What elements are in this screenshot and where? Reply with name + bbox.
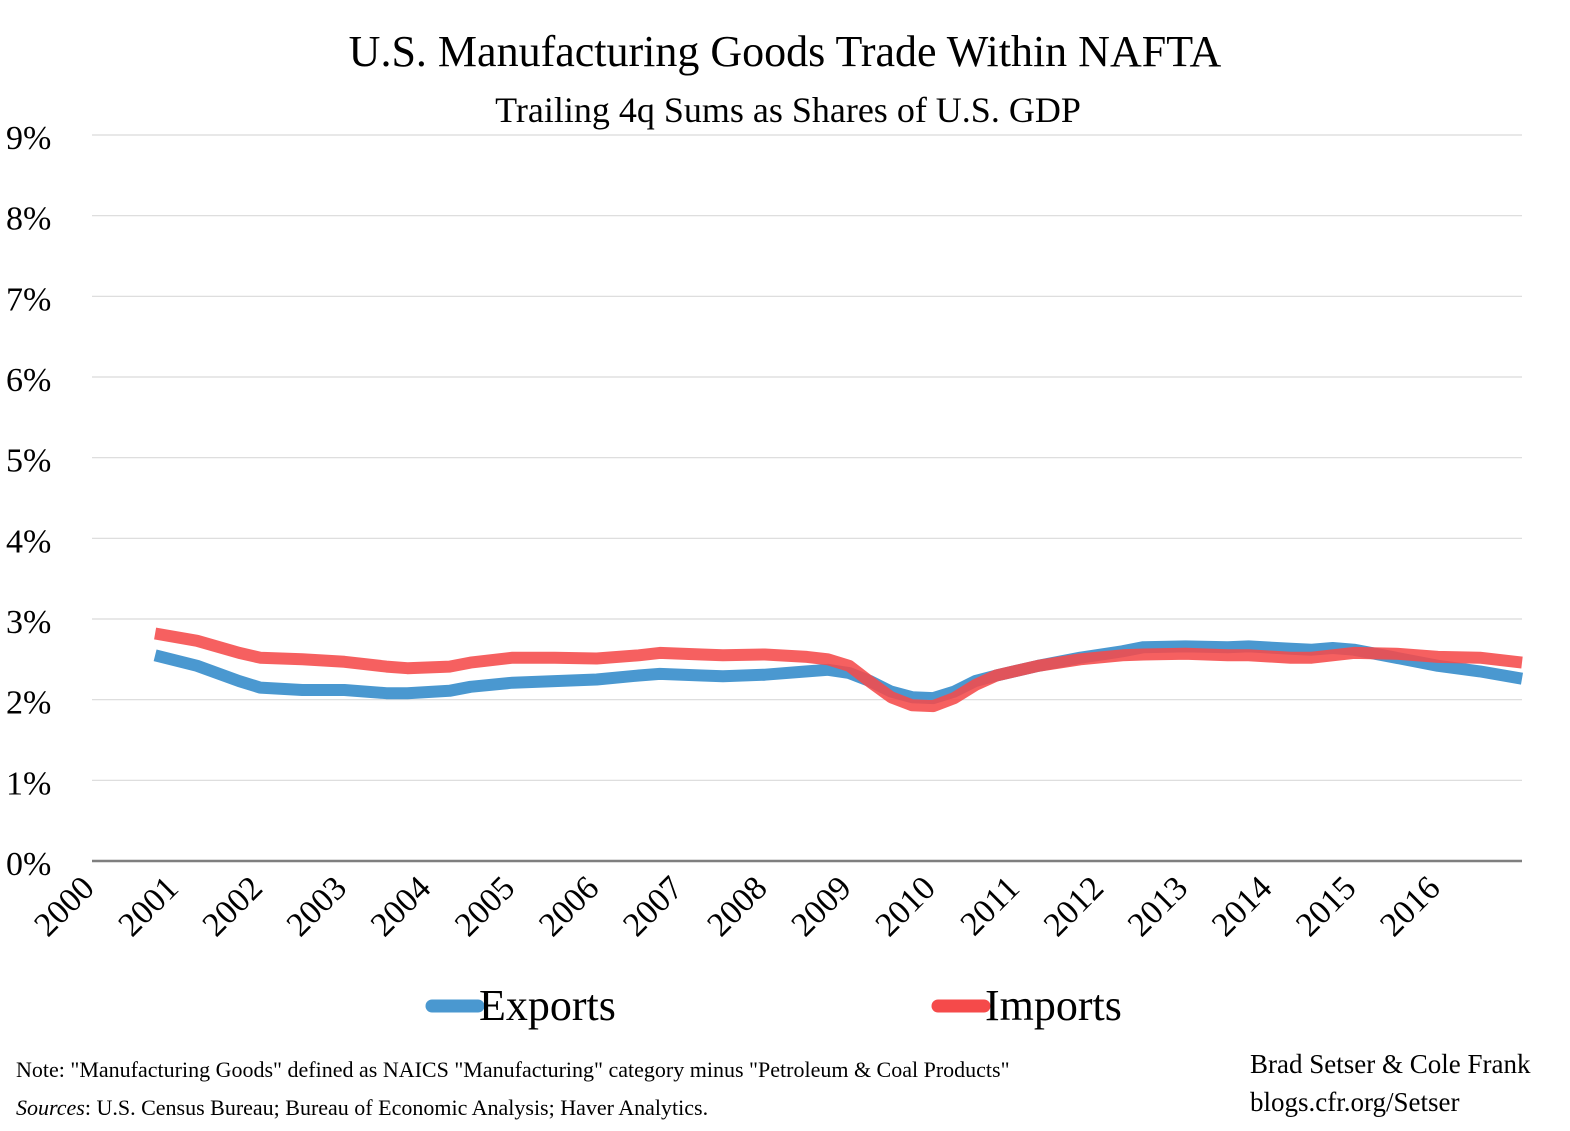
legend-label-imports: Imports — [985, 981, 1122, 1030]
y-tick-label: 4% — [6, 523, 51, 560]
x-tick-label: 2013 — [1121, 869, 1195, 943]
sources-label: Sources — [16, 1095, 85, 1120]
x-tick-label: 2010 — [869, 869, 943, 943]
x-tick-label: 2002 — [196, 869, 270, 943]
x-tick-label: 2001 — [112, 869, 186, 943]
y-tick-label: 8% — [6, 201, 51, 238]
y-tick-label: 6% — [6, 362, 51, 399]
x-tick-label: 2003 — [280, 869, 354, 943]
footnote: Note: "Manufacturing Goods" defined as N… — [16, 1057, 1010, 1082]
y-tick-label: 0% — [6, 846, 51, 883]
y-tick-label: 7% — [6, 281, 51, 318]
y-tick-label: 5% — [6, 443, 51, 480]
x-tick-label: 2007 — [616, 869, 690, 943]
x-axis-ticks: 2000 2001 2002 2003 2004 2005 2006 2007 2008 2009… — [27, 869, 1447, 943]
y-tick-label: 1% — [6, 765, 51, 802]
x-tick-label: 2014 — [1205, 869, 1279, 943]
x-tick-label: 2005 — [448, 869, 522, 943]
x-tick-label: 2009 — [784, 869, 858, 943]
credit-authors: Brad Setser & Cole Frank — [1250, 1049, 1531, 1079]
x-tick-label: 2012 — [1037, 869, 1111, 943]
y-axis-ticks: 0% 1% 2% 3% 4% 5% 6% 7% 8% 9% — [6, 120, 51, 883]
sources-text: : U.S. Census Bureau; Bureau of Economic… — [85, 1095, 708, 1120]
chart-subtitle: Trailing 4q Sums as Shares of U.S. GDP — [495, 90, 1081, 130]
legend: Exports Imports — [425, 981, 1122, 1030]
x-tick-label: 2006 — [532, 869, 606, 943]
series-line-imports — [154, 627, 1523, 713]
gridlines — [92, 134, 1522, 863]
y-tick-label: 2% — [6, 685, 51, 722]
sources-line: Sources: U.S. Census Bureau; Bureau of E… — [16, 1095, 708, 1120]
x-tick-label: 2011 — [954, 869, 1027, 942]
x-tick-label: 2016 — [1373, 869, 1447, 943]
x-tick-label: 2008 — [700, 869, 774, 943]
chart-title: U.S. Manufacturing Goods Trade Within NA… — [349, 27, 1222, 76]
x-tick-label: 2004 — [364, 869, 438, 943]
credit-url: blogs.cfr.org/Setser — [1250, 1087, 1459, 1117]
legend-label-exports: Exports — [479, 981, 616, 1030]
series-lines — [153, 627, 1524, 713]
y-tick-label: 9% — [6, 120, 51, 157]
x-tick-label: 2015 — [1289, 869, 1363, 943]
y-tick-label: 3% — [6, 604, 51, 641]
